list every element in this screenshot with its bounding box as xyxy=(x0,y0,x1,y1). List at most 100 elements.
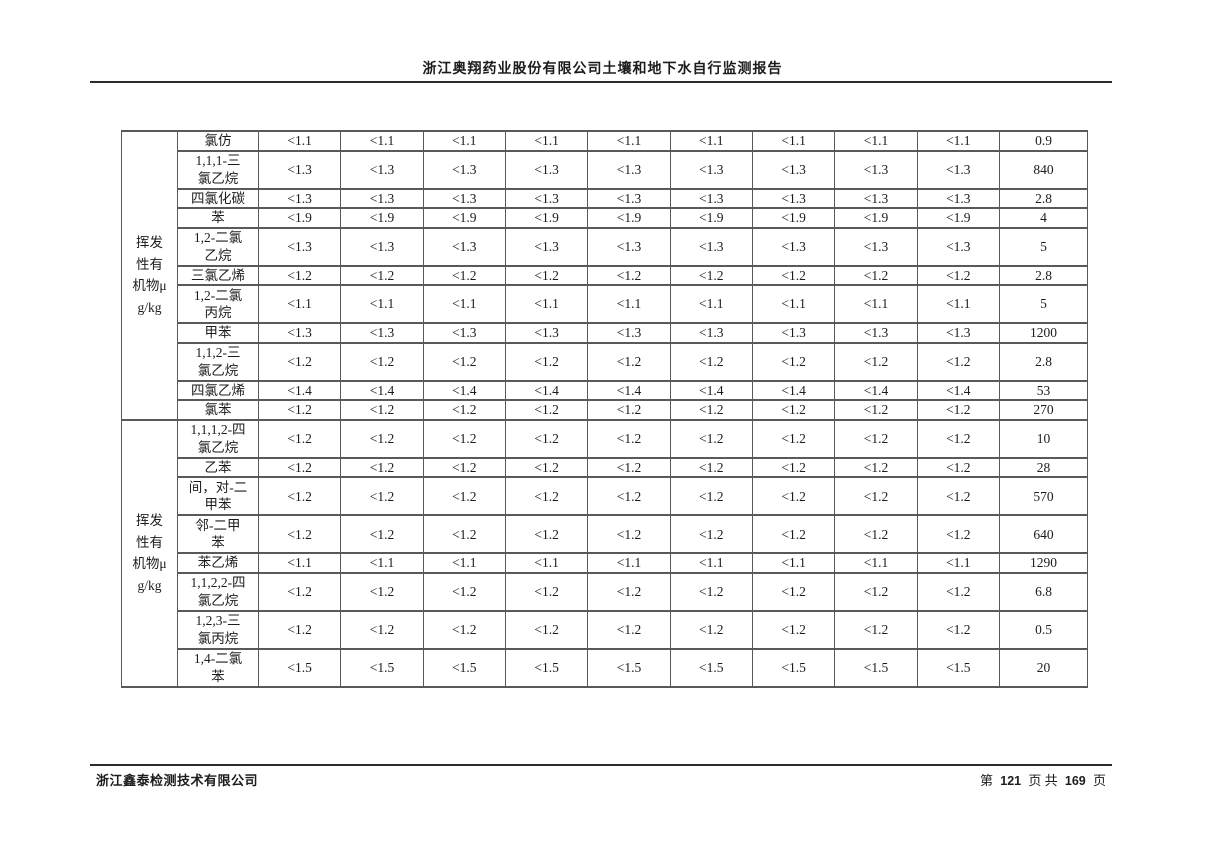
limit-value-cell: 270 xyxy=(999,399,1088,421)
result-cell: <1.2 xyxy=(504,456,589,479)
result-cell: <1.1 xyxy=(834,130,918,152)
result-cell: <1.2 xyxy=(916,571,1001,612)
result-cell: <1.2 xyxy=(669,418,753,459)
result-cell: <1.3 xyxy=(587,226,671,267)
result-cell: <1.2 xyxy=(916,418,1001,459)
analyte-name-cell: 乙苯 xyxy=(177,456,259,479)
result-cell: <1.3 xyxy=(751,322,836,344)
result-cell: <1.2 xyxy=(834,264,918,287)
result-cell: <1.1 xyxy=(422,130,506,152)
limit-value-cell: 1290 xyxy=(999,552,1088,574)
result-cell: <1.2 xyxy=(257,609,342,650)
result-cell: <1.5 xyxy=(504,647,589,688)
limit-value-cell: 840 xyxy=(999,149,1088,190)
result-cell: <1.2 xyxy=(587,514,671,555)
analyte-name-cell: 四氯化碳 xyxy=(177,187,259,210)
result-cell: <1.2 xyxy=(504,418,589,459)
result-cell: <1.4 xyxy=(340,379,424,402)
monitoring-results-table: 挥发性有机物μg/kg 氯仿 <1.1 <1.1 <1.1 <1.1 <1.1 <1.1 <1.… xyxy=(121,130,1088,688)
result-cell: <1.2 xyxy=(834,609,918,650)
result-cell: <1.2 xyxy=(669,609,753,650)
result-cell: <1.1 xyxy=(504,552,589,574)
result-cell: <1.3 xyxy=(669,187,753,210)
result-cell: <1.4 xyxy=(834,379,918,402)
result-cell: <1.2 xyxy=(834,341,918,382)
result-cell: <1.9 xyxy=(587,207,671,229)
result-cell: <1.2 xyxy=(504,399,589,421)
result-cell: <1.1 xyxy=(751,284,836,325)
result-cell: <1.2 xyxy=(669,399,753,421)
result-cell: <1.1 xyxy=(916,130,1001,152)
result-cell: <1.3 xyxy=(751,187,836,210)
result-cell: <1.2 xyxy=(834,456,918,479)
footer-company-name: 浙江鑫泰检测技术有限公司 xyxy=(96,773,259,788)
result-cell: <1.2 xyxy=(751,571,836,612)
result-cell: <1.2 xyxy=(751,264,836,287)
result-cell: <1.4 xyxy=(257,379,342,402)
result-cell: <1.1 xyxy=(340,130,424,152)
analyte-name-cell: 苯 xyxy=(177,207,259,229)
result-cell: <1.2 xyxy=(257,341,342,382)
result-cell: <1.4 xyxy=(669,379,753,402)
page-footer: 浙江鑫泰检测技术有限公司 第 121 页 共 169 页 xyxy=(96,770,1108,789)
result-cell: <1.2 xyxy=(257,264,342,287)
result-cell: <1.3 xyxy=(834,187,918,210)
page-label-middle: 页 共 xyxy=(1028,773,1058,788)
group-label-cell: 挥发性有机物μg/kg xyxy=(121,130,178,421)
result-cell: <1.2 xyxy=(916,476,1001,517)
result-cell: <1.2 xyxy=(587,456,671,479)
result-cell: <1.2 xyxy=(916,456,1001,479)
result-cell: <1.2 xyxy=(834,476,918,517)
page-label-suffix: 页 xyxy=(1092,773,1106,788)
result-cell: <1.9 xyxy=(257,207,342,229)
result-cell: <1.3 xyxy=(340,322,424,344)
result-cell: <1.3 xyxy=(504,187,589,210)
table-row: 1,1,2,2-四 氯乙烷 <1.2 <1.2 <1.2 <1.2 <1.2 <1.2 <1.… xyxy=(122,571,1088,612)
analyte-name-cell: 1,2,3-三 氯丙烷 xyxy=(177,609,259,650)
result-cell: <1.2 xyxy=(257,399,342,421)
result-cell: <1.1 xyxy=(751,552,836,574)
result-cell: <1.1 xyxy=(916,552,1001,574)
result-cell: <1.3 xyxy=(504,322,589,344)
result-cell: <1.2 xyxy=(834,418,918,459)
result-cell: <1.2 xyxy=(504,514,589,555)
result-cell: <1.3 xyxy=(422,187,506,210)
limit-value-cell: 640 xyxy=(999,514,1088,555)
result-cell: <1.2 xyxy=(834,399,918,421)
result-cell: <1.9 xyxy=(834,207,918,229)
result-cell: <1.2 xyxy=(669,264,753,287)
result-cell: <1.5 xyxy=(669,647,753,688)
result-cell: <1.2 xyxy=(587,571,671,612)
result-cell: <1.5 xyxy=(340,647,424,688)
result-cell: <1.3 xyxy=(257,187,342,210)
result-cell: <1.2 xyxy=(257,476,342,517)
result-cell: <1.2 xyxy=(340,571,424,612)
table-row: 挥发性有机物μg/kg 氯仿 <1.1 <1.1 <1.1 <1.1 <1.1 <1.1 <1.… xyxy=(121,130,1088,421)
result-cell: <1.2 xyxy=(751,399,836,421)
result-cell: <1.2 xyxy=(751,341,836,382)
analyte-name-cell: 间，对-二 甲苯 xyxy=(177,476,259,517)
limit-value-cell: 20 xyxy=(999,647,1088,688)
result-cell: <1.2 xyxy=(669,514,753,555)
result-cell: <1.3 xyxy=(504,149,589,190)
limit-value-cell: 10 xyxy=(999,418,1088,459)
result-cell: <1.5 xyxy=(257,647,342,688)
result-cell: <1.1 xyxy=(587,130,671,152)
result-cell: <1.2 xyxy=(669,571,753,612)
result-cell: <1.3 xyxy=(834,322,918,344)
result-cell: <1.2 xyxy=(340,341,424,382)
result-cell: <1.2 xyxy=(257,418,342,459)
group-label-cell: 挥发性有机物μg/kg xyxy=(121,418,178,688)
result-cell: <1.2 xyxy=(751,476,836,517)
table-row: 苯 <1.9 <1.9 <1.9 <1.9 <1.9 <1.9 <1.9 <1.9 <1.9 4 xyxy=(122,207,1088,229)
table-row: 1,2-二氯 丙烷 <1.1 <1.1 <1.1 <1.1 <1.1 <1.1 <1.1 <1.… xyxy=(122,284,1088,325)
limit-value-cell: 5 xyxy=(999,284,1088,325)
result-cell: <1.1 xyxy=(340,284,424,325)
result-cell: <1.2 xyxy=(422,399,506,421)
limit-value-cell: 2.8 xyxy=(999,264,1088,287)
limit-value-cell: 0.5 xyxy=(999,609,1088,650)
result-cell: <1.3 xyxy=(916,149,1001,190)
result-cell: <1.2 xyxy=(587,418,671,459)
result-cell: <1.2 xyxy=(340,264,424,287)
